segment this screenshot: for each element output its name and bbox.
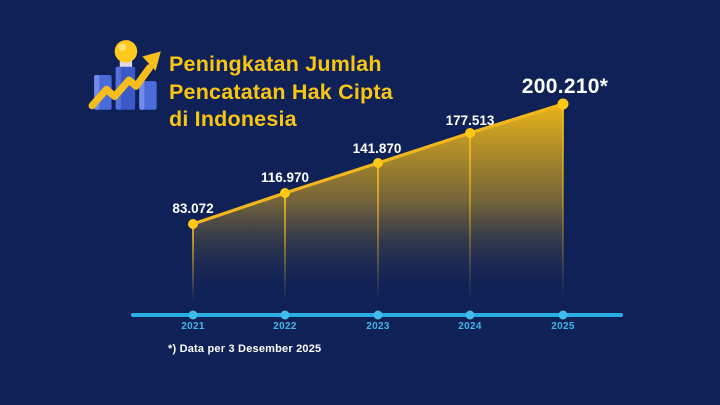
data-point-2022	[280, 188, 290, 198]
growth-chart-icon-svg	[88, 40, 161, 110]
data-point-2025	[557, 98, 569, 110]
data-point-2024	[465, 128, 475, 138]
axis-dot-2024	[465, 310, 475, 320]
axis-dot-2022	[280, 310, 290, 320]
x-tick-2022: 2022	[273, 321, 297, 332]
page-title: Peningkatan Jumlah Pencatatan Hak Cipta …	[169, 52, 393, 131]
x-tick-2021: 2021	[181, 321, 205, 332]
drop-line-2023	[377, 163, 379, 302]
drop-line-2022	[284, 193, 286, 302]
bulb-highlight	[118, 43, 127, 51]
axis-dot-2025	[558, 310, 568, 320]
footnote: *) Data per 3 Desember 2025	[168, 343, 322, 355]
trend-line	[191, 102, 565, 226]
data-label-2022: 116.970	[260, 170, 310, 185]
area-fill	[193, 104, 563, 305]
arrow-head	[142, 51, 161, 71]
data-label-2023: 141.870	[352, 141, 402, 156]
data-label-2025: 200.210*	[521, 75, 609, 98]
x-tick-2024: 2024	[458, 321, 482, 332]
bar-right-highlight	[139, 81, 145, 110]
axis-dot-2023	[373, 310, 383, 320]
data-point-2021	[188, 219, 198, 229]
data-label-2024: 177.513	[445, 113, 495, 128]
x-tick-2025: 2025	[551, 321, 575, 332]
growth-chart-icon	[88, 36, 170, 118]
axis-dot-2021	[188, 310, 198, 320]
data-label-2021: 83.072	[172, 201, 214, 216]
drop-line-2025	[562, 104, 564, 302]
drop-line-2024	[469, 133, 471, 302]
drop-line-2021	[192, 224, 194, 302]
arrow-zigzag	[88, 64, 154, 110]
x-tick-2023: 2023	[366, 321, 390, 332]
data-point-2023	[373, 158, 383, 168]
